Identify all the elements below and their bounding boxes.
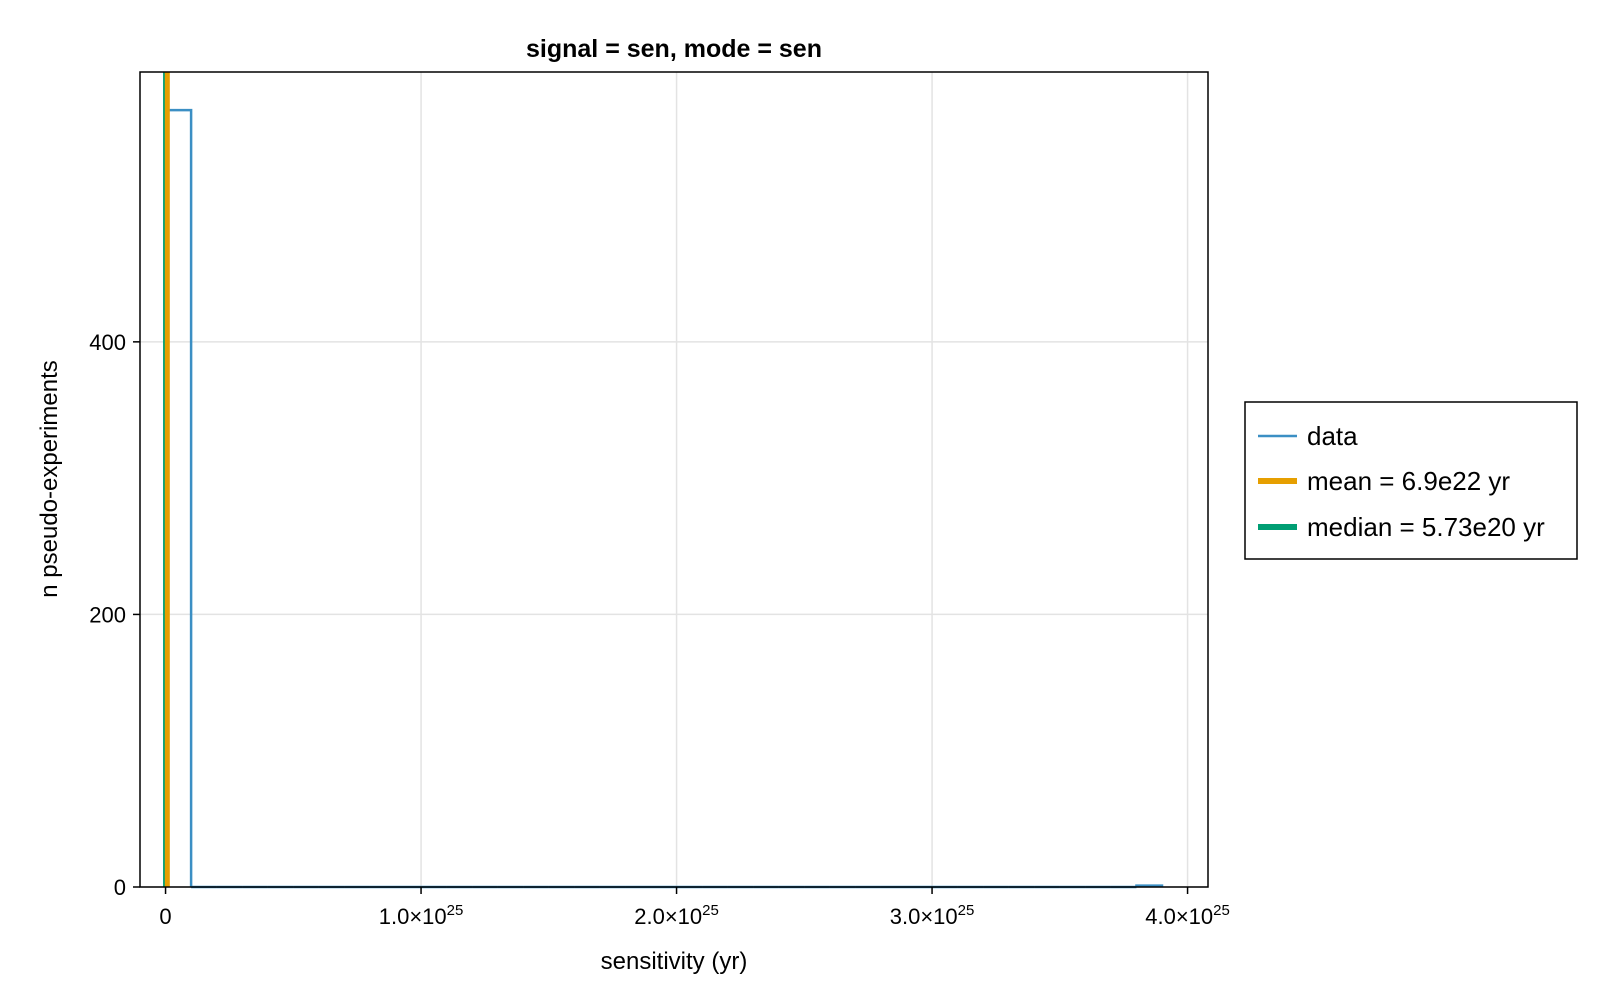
legend-label-median: median = 5.73e20 yr xyxy=(1307,512,1545,542)
y-axis-ticks: 0 200 400 xyxy=(89,330,140,900)
x-tick-label-1: 1.0×1025 xyxy=(379,902,464,929)
x-tick-label-0: 0 xyxy=(159,904,171,929)
legend-label-mean: mean = 6.9e22 yr xyxy=(1307,466,1510,496)
x-tick-label-2: 2.0×1025 xyxy=(634,902,719,929)
grid-lines xyxy=(140,72,1208,888)
legend-box xyxy=(1244,401,1578,560)
x-tick-label-3: 3.0×1025 xyxy=(890,902,975,929)
x-tick-label-4: 4.0×1025 xyxy=(1145,902,1230,929)
legend: data mean = 6.9e22 yr median = 5.73e20 y… xyxy=(1244,401,1578,560)
x-axis-label: sensitivity (yr) xyxy=(601,948,748,975)
plot-frame xyxy=(139,71,1209,888)
legend-label-data: data xyxy=(1307,421,1358,451)
histogram-series-data xyxy=(164,108,1164,889)
y-tick-label-2: 400 xyxy=(89,330,126,355)
y-tick-label-0: 0 xyxy=(114,875,126,900)
y-axis-label: n pseudo-experiments xyxy=(36,360,63,597)
x-axis-ticks: 0 1.0×1025 2.0×1025 3.0×1025 4.0×1025 xyxy=(159,887,1230,929)
chart-title: signal = sen, mode = sen xyxy=(526,35,822,63)
reference-lines xyxy=(163,72,170,887)
y-tick-label-1: 200 xyxy=(89,602,126,627)
